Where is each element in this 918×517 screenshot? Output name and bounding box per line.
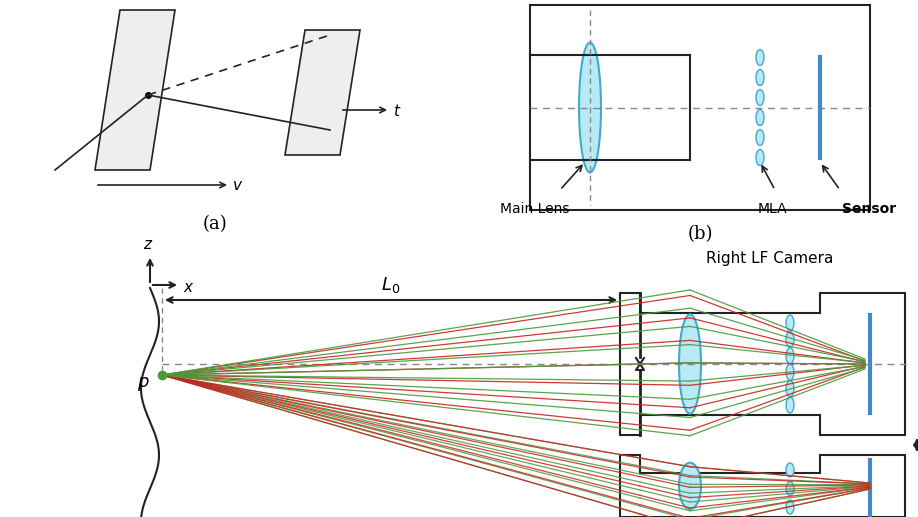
Ellipse shape [756,129,764,145]
Ellipse shape [786,397,794,413]
Ellipse shape [756,110,764,126]
Ellipse shape [579,42,601,173]
Text: $L_0$: $L_0$ [381,275,400,295]
Ellipse shape [786,348,794,364]
Text: MLA: MLA [757,202,787,216]
Ellipse shape [786,481,794,495]
Text: z: z [143,237,151,252]
Text: t: t [393,103,399,118]
Text: Right LF Camera: Right LF Camera [706,251,834,266]
Ellipse shape [756,89,764,105]
Ellipse shape [786,381,794,397]
Text: x: x [183,280,192,295]
Ellipse shape [786,331,794,347]
Ellipse shape [679,463,701,509]
Text: Main Lens: Main Lens [500,202,570,216]
Text: v: v [233,178,242,193]
Polygon shape [95,10,175,170]
Text: (b): (b) [688,225,712,243]
Ellipse shape [786,364,794,380]
Ellipse shape [756,69,764,85]
Ellipse shape [786,315,794,331]
Text: Sensor: Sensor [842,202,896,216]
Ellipse shape [756,149,764,165]
Ellipse shape [786,500,794,514]
Ellipse shape [756,50,764,66]
Ellipse shape [679,314,701,414]
Polygon shape [285,30,360,155]
Ellipse shape [786,463,794,477]
Text: (a): (a) [203,215,228,233]
Text: p: p [137,373,148,391]
